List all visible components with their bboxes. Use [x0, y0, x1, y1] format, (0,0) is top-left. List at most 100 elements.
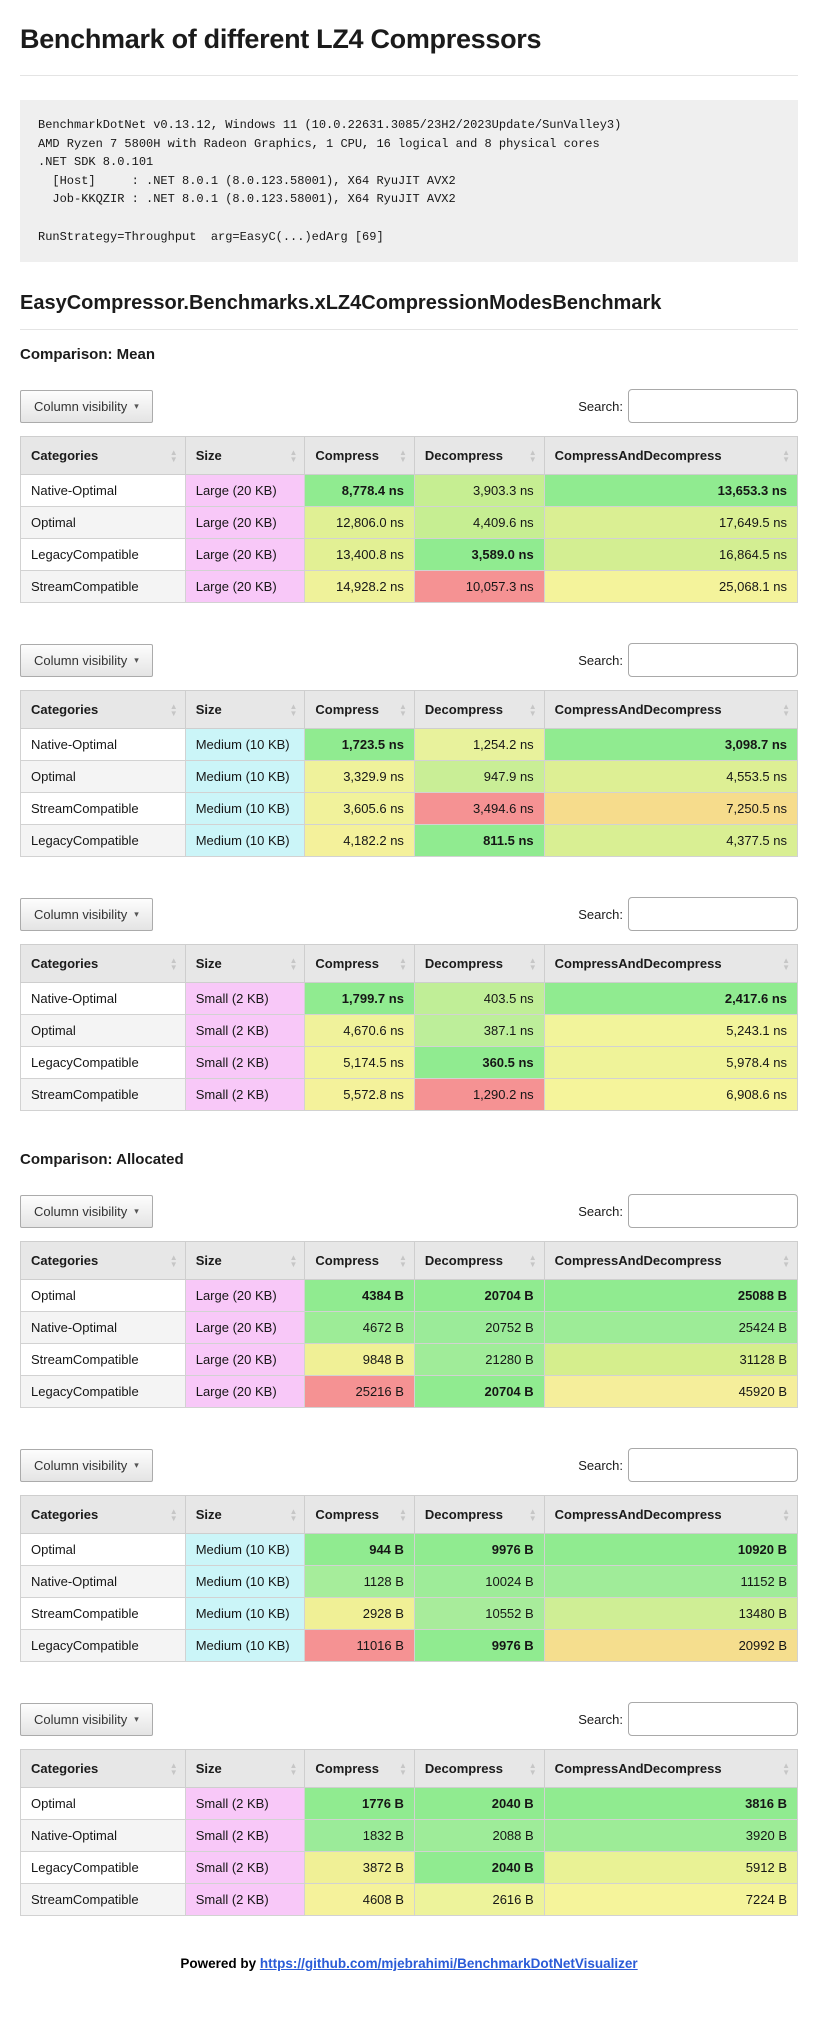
sort-icon[interactable]: ▲ ▼ [399, 447, 407, 463]
column-header-categories[interactable]: Categories ▲ ▼ [20, 944, 186, 984]
column-header-compressanddecompress[interactable]: CompressAndDecompress ▲ ▼ [543, 944, 799, 984]
search-input[interactable] [628, 643, 798, 678]
column-header-compress[interactable]: Compress ▲ ▼ [304, 944, 415, 984]
category-cell: Optimal [20, 1279, 186, 1313]
column-visibility-button[interactable]: Column visibility ▾ [20, 643, 153, 677]
sort-down-icon: ▼ [782, 1259, 790, 1269]
sort-icon[interactable]: ▲ ▼ [782, 1253, 790, 1269]
sort-up-icon: ▲ [782, 1506, 790, 1516]
sort-icon[interactable]: ▲ ▼ [399, 1761, 407, 1776]
column-header-decompress[interactable]: Decompress ▲ ▼ [413, 436, 545, 476]
column-header-size[interactable]: Size ▲ ▼ [184, 690, 306, 730]
sort-icon[interactable]: ▲ ▼ [529, 1253, 537, 1268]
sort-icon[interactable]: ▲ ▼ [289, 448, 297, 463]
sort-up-icon: ▲ [399, 447, 407, 457]
column-visibility-button[interactable]: Column visibility ▾ [20, 1194, 153, 1228]
column-header-size[interactable]: Size ▲ ▼ [184, 1749, 306, 1789]
column-header-compressanddecompress[interactable]: CompressAndDecompress ▲ ▼ [543, 690, 799, 730]
column-header-compress[interactable]: Compress ▲ ▼ [304, 436, 415, 476]
column-header-categories[interactable]: Categories ▲ ▼ [20, 690, 186, 730]
sort-down-icon: ▼ [782, 1513, 790, 1523]
table-row: Native-Optimal Medium (10 KB) 1128 B 10024 … [20, 1565, 799, 1599]
search-input[interactable] [628, 1448, 798, 1483]
sort-icon[interactable]: ▲ ▼ [289, 1761, 297, 1776]
column-header-compress[interactable]: Compress ▲ ▼ [304, 690, 415, 730]
column-header-categories[interactable]: Categories ▲ ▼ [20, 1749, 186, 1789]
value-cell: 16,864.5 ns [543, 538, 799, 572]
column-header-size[interactable]: Size ▲ ▼ [184, 1241, 306, 1281]
sort-down-icon: ▼ [399, 1259, 407, 1269]
sort-icon[interactable]: ▲ ▼ [782, 1761, 790, 1776]
column-header-size[interactable]: Size ▲ ▼ [184, 1495, 306, 1535]
sort-up-icon: ▲ [528, 955, 537, 965]
sort-icon[interactable]: ▲ ▼ [170, 1253, 178, 1268]
column-header-decompress[interactable]: Decompress ▲ ▼ [413, 944, 545, 984]
column-header-size[interactable]: Size ▲ ▼ [184, 436, 306, 476]
sort-icon[interactable]: ▲ ▼ [529, 1507, 537, 1522]
column-visibility-button[interactable]: Column visibility ▾ [20, 897, 153, 931]
sort-icon[interactable]: ▲ ▼ [529, 1761, 537, 1776]
sort-icon[interactable]: ▲ ▼ [289, 1253, 297, 1268]
sort-icon[interactable]: ▲ ▼ [170, 1761, 178, 1776]
sort-icon[interactable]: ▲ ▼ [399, 1253, 407, 1269]
column-header-decompress[interactable]: Decompress ▲ ▼ [413, 1241, 545, 1281]
column-header-categories[interactable]: Categories ▲ ▼ [20, 436, 186, 476]
search-input[interactable] [628, 1702, 798, 1737]
sort-icon[interactable]: ▲ ▼ [529, 702, 537, 717]
table-row: Native-Optimal Medium (10 KB) 1,723.5 ns 1,… [20, 728, 799, 762]
sort-icon[interactable]: ▲ ▼ [170, 956, 178, 971]
value-cell: 3920 B [543, 1819, 799, 1853]
search-input[interactable] [628, 897, 798, 932]
sort-down-icon: ▼ [782, 454, 790, 464]
table-toolbar: Column visibility ▾ Search: [20, 1194, 798, 1229]
column-header-decompress[interactable]: Decompress ▲ ▼ [413, 690, 545, 730]
sort-icon[interactable]: ▲ ▼ [529, 448, 537, 463]
column-header-compressanddecompress[interactable]: CompressAndDecompress ▲ ▼ [543, 436, 799, 476]
column-header-compress[interactable]: Compress ▲ ▼ [304, 1241, 415, 1281]
column-visibility-label: Column visibility [34, 398, 128, 414]
sort-icon[interactable]: ▲ ▼ [289, 702, 297, 717]
column-header-label: Compress [315, 1761, 379, 1777]
column-header-compressanddecompress[interactable]: CompressAndDecompress ▲ ▼ [543, 1241, 799, 1281]
column-header-categories[interactable]: Categories ▲ ▼ [20, 1495, 186, 1535]
sort-icon[interactable]: ▲ ▼ [782, 448, 790, 464]
value-cell: 5912 B [543, 1851, 799, 1885]
search-input[interactable] [628, 1194, 798, 1229]
column-header-size[interactable]: Size ▲ ▼ [184, 944, 306, 984]
value-cell: 20752 B [413, 1311, 545, 1345]
sort-icon[interactable]: ▲ ▼ [399, 956, 407, 971]
column-header-label: Decompress [424, 1507, 503, 1523]
search-input[interactable] [628, 389, 798, 424]
visualizer-link[interactable]: https://github.com/mjebrahimi/BenchmarkD… [259, 1956, 638, 1972]
column-header-compressanddecompress[interactable]: CompressAndDecompress ▲ ▼ [543, 1749, 799, 1789]
sort-icon[interactable]: ▲ ▼ [170, 448, 178, 463]
value-cell: 25,068.1 ns [543, 570, 799, 604]
column-header-compressanddecompress[interactable]: CompressAndDecompress ▲ ▼ [543, 1495, 799, 1535]
sort-icon[interactable]: ▲ ▼ [169, 701, 178, 717]
sort-icon[interactable]: ▲ ▼ [289, 1507, 297, 1522]
column-header-categories[interactable]: Categories ▲ ▼ [20, 1241, 186, 1281]
value-cell: 13480 B [543, 1597, 799, 1631]
column-header-decompress[interactable]: Decompress ▲ ▼ [413, 1749, 545, 1789]
value-cell: 10024 B [413, 1565, 545, 1599]
column-header-decompress[interactable]: Decompress ▲ ▼ [413, 1495, 545, 1535]
value-cell: 2616 B [413, 1883, 545, 1917]
sort-icon[interactable]: ▲ ▼ [289, 956, 297, 971]
column-header-compress[interactable]: Compress ▲ ▼ [304, 1495, 415, 1535]
column-visibility-button[interactable]: Column visibility ▾ [20, 1702, 153, 1736]
table-row: LegacyCompatible Large (20 KB) 25216 B 2070… [20, 1375, 799, 1409]
search-label: Search: [578, 1711, 623, 1727]
sort-icon[interactable]: ▲ ▼ [782, 956, 790, 971]
sort-icon[interactable]: ▲ ▼ [399, 702, 407, 717]
column-visibility-button[interactable]: Column visibility ▾ [20, 1448, 153, 1482]
sort-icon[interactable]: ▲ ▼ [782, 1506, 790, 1523]
column-header-compress[interactable]: Compress ▲ ▼ [304, 1749, 415, 1789]
sort-up-icon: ▲ [169, 701, 178, 711]
benchmark-table: Categories ▲ ▼ Size ▲ ▼ Compress ▲ ▼ Decompress ▲ ▼… [20, 690, 799, 858]
column-visibility-button[interactable]: Column visibility ▾ [20, 389, 153, 423]
sort-icon[interactable]: ▲ ▼ [170, 1507, 178, 1522]
sort-icon[interactable]: ▲ ▼ [782, 702, 790, 717]
sort-icon[interactable]: ▲ ▼ [528, 955, 537, 971]
sort-icon[interactable]: ▲ ▼ [399, 1507, 407, 1522]
value-cell: 9848 B [304, 1343, 415, 1377]
